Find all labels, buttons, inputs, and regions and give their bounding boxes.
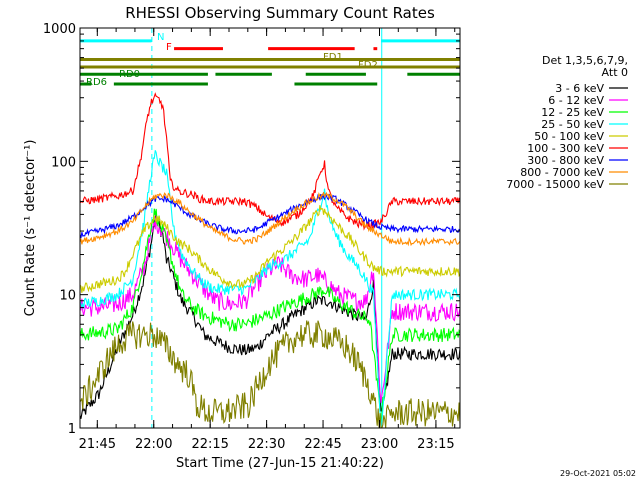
y-axis-label: Count Rate (s⁻¹ detector⁻¹) — [23, 140, 38, 317]
footer-date: 29-Oct-2021 05:02 — [560, 469, 636, 478]
legend-entry-label-7: 300 - 800 keV — [527, 154, 604, 167]
series-line-5 — [79, 205, 461, 293]
series-line-7 — [79, 193, 461, 239]
state-bar-label-rd0: RD0 — [119, 69, 140, 80]
x-tick-label-2: 22:00 — [135, 437, 172, 452]
legend-entry-label-9: 7000 - 15000 keV — [506, 178, 604, 191]
y-tick-label-1: 1 — [68, 422, 76, 437]
series-line-3 — [79, 208, 461, 424]
y-tick-label-2: 10 — [59, 289, 76, 304]
state-bar-label-n: N — [157, 32, 164, 43]
x-axis: 21:45 22:00 22:15 22:30 22:45 23:00 23:15 — [79, 28, 456, 452]
legend-entry-label-4: 25 - 50 keV — [541, 118, 604, 131]
legend-header-line-1: Det 1,3,5,6,7,9, — [542, 54, 628, 67]
y-axis: 1 10 100 1000 — [43, 22, 460, 437]
plot-area: NF FD1 FD2 RD0 RD6 — [79, 27, 461, 429]
plot-frame — [79, 27, 461, 429]
state-bar-label-fd2: FD2 — [358, 60, 378, 71]
x-tick-label-1: 21:45 — [79, 437, 116, 452]
legend-entry-label-5: 50 - 100 keV — [534, 130, 604, 143]
y-tick-label-3: 100 — [51, 155, 76, 170]
state-bar-label-rd6: RD6 — [86, 77, 107, 88]
legend-entry-label-6: 100 - 300 keV — [527, 142, 604, 155]
x-tick-label-6: 23:00 — [361, 437, 398, 452]
x-tick-label-5: 22:45 — [304, 437, 341, 452]
series-line-9 — [79, 320, 461, 429]
legend-entry-label-1: 3 - 6 keV — [555, 82, 604, 95]
series-line-1 — [79, 213, 461, 419]
series-line-4 — [79, 150, 461, 426]
state-bar-label-f: F — [166, 42, 172, 53]
series-line-8 — [79, 191, 461, 247]
legend-header-line-2: Att 0 — [602, 66, 628, 79]
state-bar-label-fd1: FD1 — [323, 52, 343, 63]
x-tick-label-7: 23:15 — [417, 437, 454, 452]
chart-title: RHESSI Observing Summary Count Rates — [125, 4, 435, 22]
legend-entry-label-3: 12 - 25 keV — [541, 106, 604, 119]
x-tick-label-4: 22:30 — [248, 437, 285, 452]
legend-entry-label-2: 6 - 12 keV — [548, 94, 604, 107]
legend-entry-label-8: 800 - 7000 keV — [520, 166, 604, 179]
x-tick-label-3: 22:15 — [191, 437, 228, 452]
x-axis-label: Start Time (27-Jun-15 21:40:22) — [176, 456, 384, 471]
y-tick-label-4: 1000 — [43, 22, 76, 37]
